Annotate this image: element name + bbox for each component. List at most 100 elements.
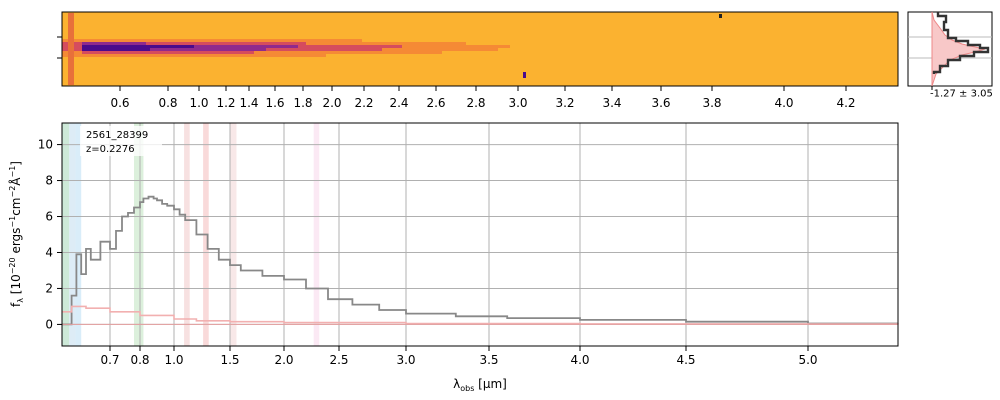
trace-pixel	[82, 45, 86, 48]
trace-pixel	[414, 51, 418, 54]
trace-pixel	[126, 48, 130, 51]
trace-pixel	[234, 39, 238, 42]
trace-pixel	[370, 42, 374, 45]
trace-pixel	[218, 39, 222, 42]
trace-pixel	[62, 39, 66, 42]
trace-pixel	[386, 45, 390, 48]
trace-pixel	[242, 48, 246, 51]
trace-pixel	[310, 48, 314, 51]
trace-pixel	[190, 51, 194, 54]
trace-pixel	[74, 42, 78, 45]
trace-pixel	[210, 42, 214, 45]
trace-pixel	[426, 51, 430, 54]
trace-pixel	[450, 45, 454, 48]
trace-pixel	[282, 48, 286, 51]
trace-pixel	[306, 45, 310, 48]
trace-pixel	[350, 42, 354, 45]
edge-pixel	[68, 49, 74, 52]
trace-pixel	[110, 51, 114, 54]
trace-pixel	[290, 54, 294, 57]
trace-pixel	[150, 39, 154, 42]
trace-pixel	[158, 39, 162, 42]
trace-pixel	[362, 42, 366, 45]
trace-pixel	[326, 45, 330, 48]
trace-pixel	[298, 54, 302, 57]
trace-pixel	[282, 42, 286, 45]
trace-pixel	[322, 51, 326, 54]
trace-pixel	[230, 39, 234, 42]
trace-pixel	[178, 42, 182, 45]
trace-pixel	[334, 45, 338, 48]
trace-pixel	[126, 51, 130, 54]
y-tick-label: 10	[38, 138, 53, 152]
trace-pixel	[246, 39, 250, 42]
trace-pixel	[362, 51, 366, 54]
trace-pixel	[186, 54, 190, 57]
trace-pixel	[86, 48, 90, 51]
trace-pixel	[214, 45, 218, 48]
trace-pixel	[342, 48, 346, 51]
trace-pixel	[166, 54, 170, 57]
trace-pixel	[354, 48, 358, 51]
trace-pixel	[230, 48, 234, 51]
heat-x-tick-label: 4.2	[836, 96, 855, 110]
trace-pixel	[354, 39, 358, 42]
trace-pixel	[182, 45, 186, 48]
trace-pixel	[146, 39, 150, 42]
trace-pixel	[102, 45, 106, 48]
trace-pixel	[78, 54, 82, 57]
trace-pixel	[406, 42, 410, 45]
heat-x-tick-label: 1.2	[216, 96, 235, 110]
trace-pixel	[130, 48, 134, 51]
trace-pixel	[410, 42, 414, 45]
trace-pixel	[158, 45, 162, 48]
trace-pixel	[314, 39, 318, 42]
2d-spectrum-frame	[61, 11, 899, 87]
trace-pixel	[418, 51, 422, 54]
trace-pixel	[174, 42, 178, 45]
trace-pixel	[330, 42, 334, 45]
trace-pixel	[198, 42, 202, 45]
trace-pixel	[442, 45, 446, 48]
x-tick-label: 3.0	[396, 353, 415, 367]
trace-pixel	[266, 45, 270, 48]
hot-pixel	[719, 14, 722, 18]
trace-pixel	[274, 39, 278, 42]
trace-pixel	[118, 54, 122, 57]
trace-pixel	[154, 48, 158, 51]
trace-pixel	[162, 51, 166, 54]
trace-pixel	[82, 48, 86, 51]
edge-pixel	[68, 46, 74, 49]
trace-pixel	[94, 51, 98, 54]
trace-pixel	[238, 51, 242, 54]
2d-spectrum-panel: 0.6 0.8 1.0 1.2 1.4 1.6 1.8 2.0 2.2 2.4 2.6 2.8 3.0 3…	[57, 11, 899, 110]
trace-pixel	[342, 45, 346, 48]
trace-pixel	[326, 39, 330, 42]
trace-pixel	[262, 39, 266, 42]
trace-pixel	[122, 45, 126, 48]
trace-pixel	[82, 51, 86, 54]
trace-pixel	[206, 48, 210, 51]
trace-pixel	[86, 45, 90, 48]
trace-pixel	[346, 51, 350, 54]
trace-pixel	[186, 39, 190, 42]
edge-pixel	[68, 55, 74, 58]
trace-pixel	[210, 51, 214, 54]
trace-pixel	[210, 39, 214, 42]
trace-pixel	[286, 45, 290, 48]
trace-pixel	[158, 48, 162, 51]
trace-pixel	[214, 51, 218, 54]
trace-pixel	[298, 42, 302, 45]
profile-annotation: -1.27 ± 3.05	[930, 88, 993, 99]
edge-pixel	[68, 40, 74, 43]
trace-pixel	[214, 48, 218, 51]
trace-pixel	[266, 42, 270, 45]
trace-pixel	[302, 45, 306, 48]
trace-pixel	[354, 42, 358, 45]
trace-pixel	[114, 48, 118, 51]
trace-pixel	[114, 45, 118, 48]
trace-pixel	[330, 51, 334, 54]
trace-pixel	[134, 51, 138, 54]
1d-spectrum-panel: 0.7 0.8 1.0 1.5 2.0 2.5 3.0 3.5 4.0 4.5 5.0 0 2 4 6 8 10…	[8, 122, 899, 393]
trace-pixel	[246, 51, 250, 54]
